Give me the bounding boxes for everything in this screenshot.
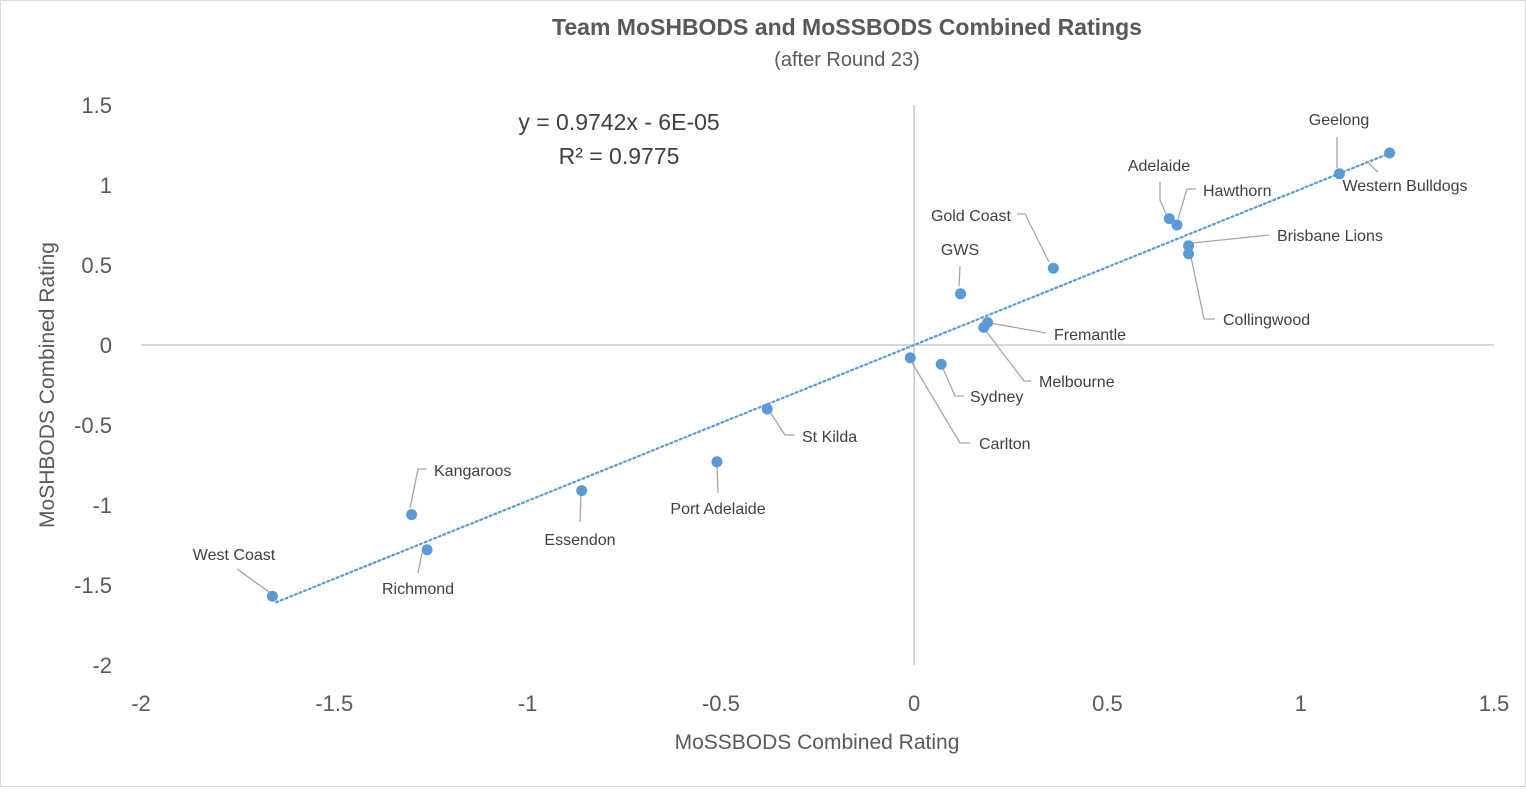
leader-line bbox=[985, 330, 1031, 382]
data-point bbox=[406, 509, 418, 521]
point-label: Port Adelaide bbox=[670, 501, 765, 518]
data-point bbox=[1183, 240, 1195, 252]
x-tick-label: 1 bbox=[1295, 691, 1307, 716]
trendline-equation: y = 0.9742x - 6E-05 bbox=[518, 109, 719, 135]
point-label: GWS bbox=[941, 242, 979, 259]
x-tick-label: 0.5 bbox=[1092, 691, 1123, 716]
y-tick-label: 1 bbox=[100, 173, 112, 198]
leader-line bbox=[1192, 234, 1270, 244]
data-point bbox=[1171, 219, 1183, 231]
y-tick-label: -1 bbox=[92, 493, 112, 518]
x-tick-label: 0 bbox=[908, 691, 920, 716]
leader-line bbox=[941, 365, 964, 397]
data-point bbox=[711, 456, 723, 468]
data-point bbox=[935, 358, 947, 370]
data-point bbox=[1384, 147, 1396, 159]
leader-line bbox=[1365, 160, 1379, 173]
leader-line bbox=[409, 468, 427, 509]
leader-line bbox=[417, 552, 423, 574]
trendline-r-squared: R² = 0.9775 bbox=[559, 143, 680, 169]
data-point bbox=[1183, 248, 1195, 260]
axes bbox=[141, 105, 1494, 665]
tick-labels: -2 -1.5 -1 -0.5 0 0.5 1 1.5 1.5 1 0.5 0 -0.5 -1 -1.5 -2 bbox=[74, 93, 1509, 716]
y-axis-label: MoSHBODS Combined Rating bbox=[36, 242, 59, 528]
data-point bbox=[266, 590, 278, 602]
x-tick-label: -0.5 bbox=[702, 691, 740, 716]
point-label: Fremantle bbox=[1054, 327, 1126, 344]
leader-line bbox=[1017, 213, 1050, 263]
point-label: St Kilda bbox=[802, 429, 857, 446]
leader-line bbox=[716, 465, 719, 494]
data-point bbox=[978, 321, 990, 333]
leader-line bbox=[1159, 182, 1167, 215]
point-label: Richmond bbox=[382, 581, 454, 598]
data-point bbox=[761, 403, 773, 415]
leader-line bbox=[958, 265, 961, 287]
leader-line bbox=[236, 568, 270, 593]
point-label: Carlton bbox=[979, 436, 1031, 453]
leader-line bbox=[1190, 256, 1215, 320]
leader-line bbox=[579, 493, 582, 523]
point-label: Adelaide bbox=[1128, 158, 1190, 175]
y-tick-label: 1.5 bbox=[81, 93, 112, 118]
y-tick-label: -1.5 bbox=[74, 573, 112, 598]
point-label: Western Bulldogs bbox=[1342, 178, 1467, 195]
data-point bbox=[576, 485, 588, 497]
data-point bbox=[1163, 213, 1175, 225]
data-point bbox=[421, 544, 433, 556]
data-point bbox=[904, 352, 916, 364]
data-point bbox=[1047, 262, 1059, 274]
point-labels: Geelong Western Bulldogs Adelaide Hawthorn B… bbox=[193, 112, 1468, 598]
leader-line bbox=[1177, 188, 1196, 220]
chart-subtitle: (after Round 23) bbox=[774, 49, 920, 71]
point-label: West Coast bbox=[193, 547, 276, 564]
leader-line bbox=[910, 360, 970, 444]
point-label: Geelong bbox=[1309, 112, 1370, 129]
y-tick-label: -0.5 bbox=[74, 413, 112, 438]
x-axis-label: MoSSBODS Combined Rating bbox=[675, 731, 960, 754]
point-label: Kangaroos bbox=[434, 463, 511, 480]
data-point bbox=[955, 288, 967, 300]
point-label: Hawthorn bbox=[1203, 183, 1271, 200]
point-label: Brisbane Lions bbox=[1277, 228, 1383, 245]
y-tick-label: 0 bbox=[100, 333, 112, 358]
point-label: Sydney bbox=[970, 389, 1023, 406]
leader-line bbox=[769, 411, 795, 436]
leader-line bbox=[989, 322, 1047, 334]
x-tick-label: -2 bbox=[131, 691, 151, 716]
trendline bbox=[275, 152, 1391, 604]
point-label: Collingwood bbox=[1223, 312, 1310, 329]
point-label: Melbourne bbox=[1039, 374, 1115, 391]
point-label: Essendon bbox=[544, 532, 615, 549]
data-point bbox=[1333, 168, 1345, 180]
point-label: Gold Coast bbox=[931, 208, 1012, 225]
chart-title: Team MoSHBODS and MoSSBODS Combined Rati… bbox=[552, 14, 1142, 40]
leader-lines bbox=[236, 137, 1379, 593]
data-points bbox=[266, 147, 1396, 602]
x-tick-label: 1.5 bbox=[1479, 691, 1510, 716]
y-tick-label: -2 bbox=[92, 653, 112, 678]
y-tick-label: 0.5 bbox=[81, 253, 112, 278]
x-tick-label: -1.5 bbox=[315, 691, 353, 716]
trendline-layer bbox=[275, 152, 1391, 604]
x-tick-label: -1 bbox=[518, 691, 538, 716]
